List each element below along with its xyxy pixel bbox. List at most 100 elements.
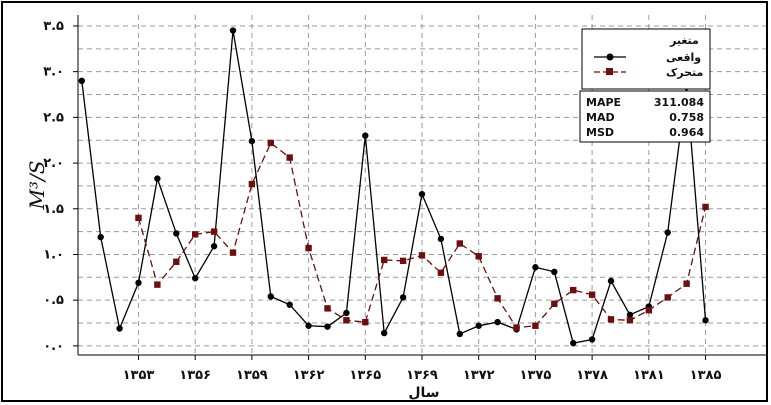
x-tick-label: ۱۳۵۶	[179, 368, 211, 383]
stat-label: MSD	[586, 126, 614, 139]
x-tick-label: ۱۳۶۹	[406, 368, 438, 383]
data-point-actual	[399, 294, 407, 301]
x-tick-label: ۱۳۸۵	[690, 368, 722, 383]
data-point-actual	[343, 309, 350, 317]
data-point-moving	[380, 256, 388, 264]
y-tick-label: ۱.۵	[43, 202, 64, 217]
legend-label: متحرک	[666, 66, 703, 79]
grid-lines	[78, 15, 766, 355]
data-point-actual	[570, 339, 577, 347]
data-point-moving	[645, 307, 653, 314]
y-tick-label: ۰.۵	[43, 293, 64, 308]
data-point-actual	[475, 322, 482, 329]
legend-label: واقعی	[666, 51, 701, 64]
data-point-actual	[418, 190, 426, 198]
data-point-moving	[475, 253, 482, 260]
data-point-actual	[324, 323, 331, 330]
data-point-moving	[551, 300, 558, 308]
stat-value: 0.964	[669, 126, 704, 139]
legend-marker	[606, 53, 614, 61]
data-point-actual	[607, 277, 615, 285]
stat-label: MAPE	[586, 96, 621, 109]
x-tick-label: ۱۳۸۱	[633, 368, 665, 383]
data-point-actual	[305, 322, 312, 329]
series-line-1	[81, 30, 707, 344]
data-point-moving	[513, 324, 520, 331]
data-point-actual	[664, 229, 671, 236]
data-point-actual	[437, 235, 445, 243]
x-tick-label: ۱۳۵۳	[123, 368, 155, 383]
stats-box: MAPE 311.084 MAD 0.758 MSD 0.964	[579, 90, 711, 143]
data-point-moving	[135, 214, 142, 222]
data-point-actual	[229, 27, 237, 34]
data-point-moving	[626, 317, 634, 324]
data-point-actual	[210, 243, 218, 250]
data-point-actual	[532, 264, 539, 271]
data-point-actual	[588, 336, 596, 343]
data-point-moving	[437, 269, 445, 276]
x-axis-label: سال	[408, 385, 439, 401]
data-point-moving	[532, 322, 539, 329]
stat-value: 311.084	[654, 96, 704, 109]
data-point-actual	[494, 318, 501, 326]
data-point-moving	[702, 203, 709, 211]
data-point-actual	[135, 279, 142, 286]
data-point-moving	[456, 240, 464, 247]
data-point-moving	[343, 317, 350, 324]
legend: متغیر واقعی متحرک	[581, 28, 711, 90]
x-tick-label: ۱۳۶۵	[349, 368, 381, 383]
data-point-moving	[362, 318, 369, 326]
data-point-actual	[702, 317, 709, 324]
data-point-moving	[607, 316, 615, 323]
data-point-actual	[78, 77, 85, 85]
x-tick-label: ۱۳۵۹	[236, 368, 268, 383]
data-point-actual	[362, 132, 369, 139]
data-point-actual	[380, 329, 388, 337]
y-tick-labels: ۰.۰ ۰.۵ ۱.۰ ۱.۵ ۲.۰ ۲.۵ ۳.۰ ۳.۵	[43, 19, 78, 354]
legend-marker	[606, 68, 613, 75]
y-tick-label: ۳.۰	[43, 65, 64, 80]
data-point-actual	[626, 311, 634, 318]
data-point-moving	[418, 252, 426, 259]
data-point-actual	[191, 275, 199, 282]
y-tick-label: ۲.۰	[43, 156, 64, 171]
data-point-moving	[286, 154, 293, 161]
data-point-moving	[324, 305, 331, 312]
y-axis-label: M³/S	[25, 161, 49, 211]
data-point-actual	[116, 325, 123, 332]
data-point-moving	[229, 249, 237, 256]
data-point-moving	[173, 258, 180, 265]
data-point-moving	[570, 286, 577, 294]
data-point-actual	[248, 137, 256, 145]
legend-title: متغیر	[669, 34, 699, 47]
data-point-moving	[399, 257, 407, 265]
x-tick-labels: ۱۳۵۳ ۱۳۵۶ ۱۳۵۹ ۱۳۶۲ ۱۳۶۵ ۱۳۶۹ ۱۳۷۲ ۱۳۷۵ ۱۳۷۸ ۱۳۸۱…	[123, 355, 722, 383]
data-point-actual	[267, 293, 274, 300]
stats-rows: MAPE 311.084 MAD 0.758 MSD 0.964	[586, 96, 704, 139]
stat-value: 0.758	[669, 111, 704, 124]
legend-box	[581, 28, 711, 90]
data-point-moving	[588, 291, 596, 298]
data-point-moving	[248, 180, 256, 188]
data-point-actual	[173, 230, 180, 237]
legend-entries: واقعی متحرک	[594, 51, 703, 79]
x-tick-label: ۱۳۶۲	[293, 368, 325, 383]
data-point-moving	[267, 139, 274, 147]
data-point-moving	[664, 294, 671, 301]
data-point-moving	[683, 280, 690, 287]
y-tick-label: ۰.۰	[43, 339, 64, 354]
data-point-moving	[305, 244, 312, 252]
x-tick-label: ۱۳۷۵	[520, 368, 552, 383]
series-group	[78, 27, 709, 347]
data-point-actual	[456, 330, 464, 338]
data-point-moving	[154, 281, 161, 288]
stats-box-frame	[579, 90, 711, 143]
y-tick-label: ۲.۵	[43, 110, 64, 125]
x-tick-label: ۱۳۷۲	[463, 368, 495, 383]
data-point-moving	[191, 231, 199, 238]
data-point-actual	[551, 268, 558, 276]
x-tick-label: ۱۳۷۸	[576, 368, 608, 383]
data-point-actual	[286, 301, 293, 308]
data-point-moving	[210, 228, 218, 235]
